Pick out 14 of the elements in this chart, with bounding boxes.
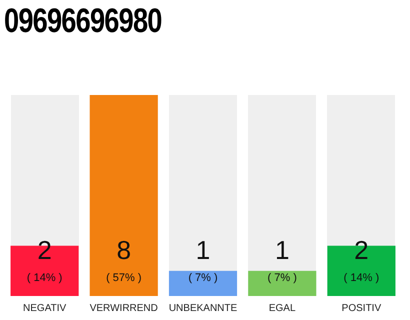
annotation: ( 57% )	[106, 272, 142, 284]
x-tick-label: EGAL	[268, 302, 296, 314]
annotation: ( 7% )	[268, 272, 297, 284]
annotation: ( 14% )	[344, 272, 380, 284]
data-label: 8	[116, 235, 132, 266]
x-tick-label: UNBEKANNTE	[168, 302, 238, 314]
x-tick-label: VERWIRREND	[90, 302, 158, 314]
x-tick-label: POSITIV	[342, 302, 382, 314]
x-tick-label: NEGATIV	[23, 302, 67, 314]
annotation: ( 7% )	[188, 272, 218, 284]
data-label: 1	[274, 235, 290, 266]
chart-title: 09696696980	[4, 2, 162, 41]
annotation: ( 14% )	[26, 272, 62, 284]
data-label: 1	[196, 235, 210, 266]
